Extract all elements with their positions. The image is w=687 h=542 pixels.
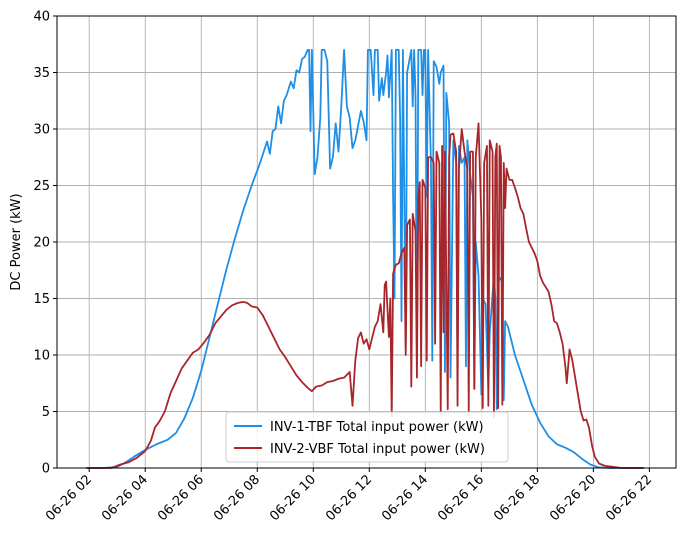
y-tick-label: 10: [33, 349, 50, 364]
y-tick-label: 15: [33, 292, 50, 307]
series-layer: [86, 49, 644, 469]
series-line-inv2: [86, 122, 644, 469]
y-tick-label: 30: [33, 123, 50, 138]
legend-box: [225, 411, 509, 463]
y-tick-label: 35: [33, 66, 50, 81]
y-tick-label: 40: [33, 10, 50, 25]
y-axis: 0 5 10 15 20 25 30 35 40: [33, 10, 57, 477]
y-tick-label: 0: [42, 462, 50, 477]
legend: INV-1-TBF Total input power (kW) INV-2-V…: [225, 411, 509, 463]
y-tick-label: 25: [33, 179, 50, 194]
legend-label-inv1: INV-1-TBF Total input power (kW): [270, 420, 484, 435]
y-tick-label: 20: [33, 236, 50, 251]
legend-label-inv2: INV-2-VBF Total input power (kW): [270, 442, 485, 457]
y-axis-label: DC Power (kW): [9, 193, 24, 290]
y-tick-label: 5: [42, 405, 50, 420]
